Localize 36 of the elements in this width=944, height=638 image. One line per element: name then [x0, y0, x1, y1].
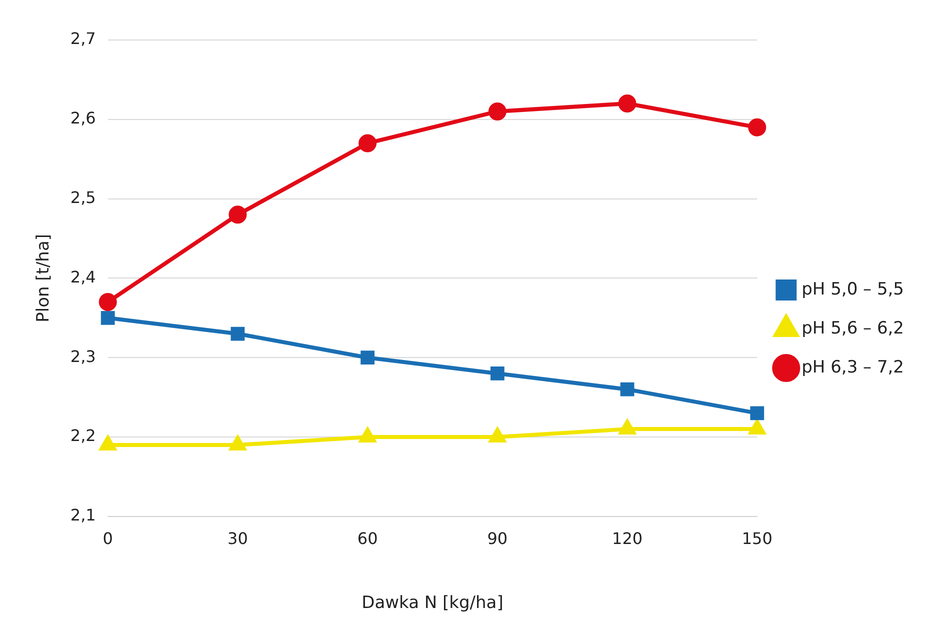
point — [358, 134, 377, 152]
point — [228, 206, 247, 224]
x-tick-label: 90 — [487, 529, 508, 548]
point — [360, 428, 376, 442]
point — [748, 118, 766, 136]
point — [230, 326, 245, 341]
y-tick-label: 2,5 — [70, 188, 96, 207]
point — [100, 310, 115, 325]
y-tick-label: 2,4 — [70, 267, 96, 286]
point — [100, 436, 116, 450]
x-tick-label: 0 — [102, 529, 113, 548]
x-tick-label: 60 — [357, 529, 378, 548]
point — [620, 382, 634, 396]
y-tick-label: 2,2 — [70, 426, 96, 446]
point — [490, 366, 504, 380]
point — [488, 102, 506, 120]
x-tick-label: 120 — [612, 529, 643, 548]
y-tick-label: 2,3 — [70, 346, 96, 366]
x-tick-label: 150 — [742, 529, 772, 548]
y-tick-label: 2,7 — [70, 29, 96, 48]
point — [618, 94, 636, 113]
y-tick-label: 2,6 — [70, 108, 96, 128]
y-axis-title: Plon [t/ha] — [34, 234, 54, 322]
point — [750, 406, 764, 420]
x-tick-label: 30 — [228, 529, 248, 548]
x-axis-title: Dawka N [kg/ha] — [362, 593, 504, 614]
legend-label: pH 6,3 – 7,2 — [802, 357, 904, 378]
point — [489, 428, 506, 442]
point — [619, 420, 636, 435]
point — [749, 420, 766, 435]
legend-label: pH 5,0 – 5,5 — [802, 279, 904, 300]
point — [360, 350, 375, 365]
point — [98, 293, 117, 312]
point — [230, 436, 246, 450]
y-tick-label: 2,1 — [70, 506, 96, 525]
legend-label: pH 5,6 – 6,2 — [802, 318, 904, 338]
